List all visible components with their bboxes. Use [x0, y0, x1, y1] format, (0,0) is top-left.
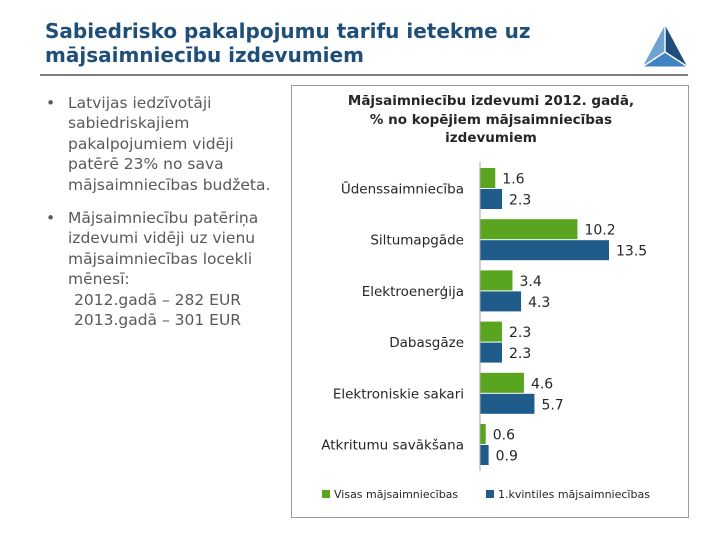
- data-label: 4.6: [531, 376, 553, 392]
- bar-all-households: [480, 372, 524, 393]
- logo-triangle-icon: [641, 22, 689, 68]
- bullet-text-2: Mājsaimniecību patēriņa izdevumi vidēji …: [68, 209, 259, 289]
- bullet-text-1: Latvijas iedzīvotāji sabiedriskajiem pak…: [68, 94, 271, 194]
- legend-label: 1.kvintiles mājsaimniecības: [498, 488, 650, 501]
- category-label: Atkritumu savākšana: [321, 438, 464, 454]
- bar-all-households: [480, 168, 496, 188]
- bar-all-households: [480, 321, 502, 342]
- bullet-line-2013: 2013.gadā – 301 EUR: [74, 311, 242, 330]
- chart-title-line-3: izdevumiem: [445, 130, 537, 146]
- data-label: 10.2: [584, 223, 615, 239]
- data-label: 13.5: [616, 244, 647, 260]
- data-label: 2.3: [509, 325, 531, 341]
- data-label: 3.4: [519, 274, 541, 290]
- bar-all-households: [480, 270, 513, 291]
- bar-first-quintile: [480, 393, 535, 414]
- data-label: 2.3: [509, 193, 531, 209]
- title-divider: [40, 74, 688, 76]
- data-label: 2.3: [509, 346, 531, 362]
- page-title-line-2: mājsaimniecību izdevumiem: [45, 43, 364, 67]
- page-title: Sabiedrisko pakalpojumu tarifu ietekme u…: [45, 19, 605, 67]
- data-label: 4.3: [528, 295, 550, 311]
- data-label: 0.9: [496, 449, 518, 465]
- category-label: Ūdenssaimniecība: [341, 181, 464, 198]
- bar-first-quintile: [480, 189, 502, 209]
- chart-title-line-1: Mājsaimniecību izdevumi 2012. gadā,: [347, 93, 635, 109]
- bullet-item-1: • Latvijas iedzīvotāji sabiedriskajiem p…: [46, 94, 271, 194]
- category-label: Elektroniskie sakari: [333, 386, 464, 402]
- bullet-item-2: • Mājsaimniecību patēriņa izdevumi vidēj…: [46, 208, 276, 330]
- bullet-line-2012: 2012.gadā – 282 EUR: [74, 290, 242, 309]
- chart-title-line-2: % no kopējiem mājsaimniecības: [369, 111, 613, 128]
- legend-label: Visas mājsaimniecības: [334, 488, 458, 501]
- category-label: Siltumapgāde: [370, 233, 464, 249]
- data-label: 5.7: [541, 397, 563, 413]
- chart-title: Mājsaimniecību izdevumi 2012. gadā, % no…: [292, 92, 690, 148]
- category-label: Elektroenerģija: [362, 284, 464, 300]
- page-title-line-1: Sabiedrisko pakalpojumu tarifu ietekme u…: [45, 19, 531, 43]
- bar-all-households: [480, 219, 578, 240]
- bar-all-households: [480, 424, 486, 444]
- bar-first-quintile: [480, 445, 489, 465]
- bar-first-quintile: [480, 342, 502, 363]
- bullet-list: • Latvijas iedzīvotāji sabiedriskajiem p…: [46, 93, 276, 343]
- category-label: Dabasgāze: [389, 335, 464, 351]
- data-label: 0.6: [493, 428, 515, 444]
- bar-first-quintile: [480, 291, 522, 312]
- legend-swatch-first-quintile: [486, 490, 494, 498]
- legend-swatch-all-households: [322, 490, 330, 498]
- data-label: 1.6: [502, 172, 524, 188]
- bar-first-quintile: [480, 240, 609, 261]
